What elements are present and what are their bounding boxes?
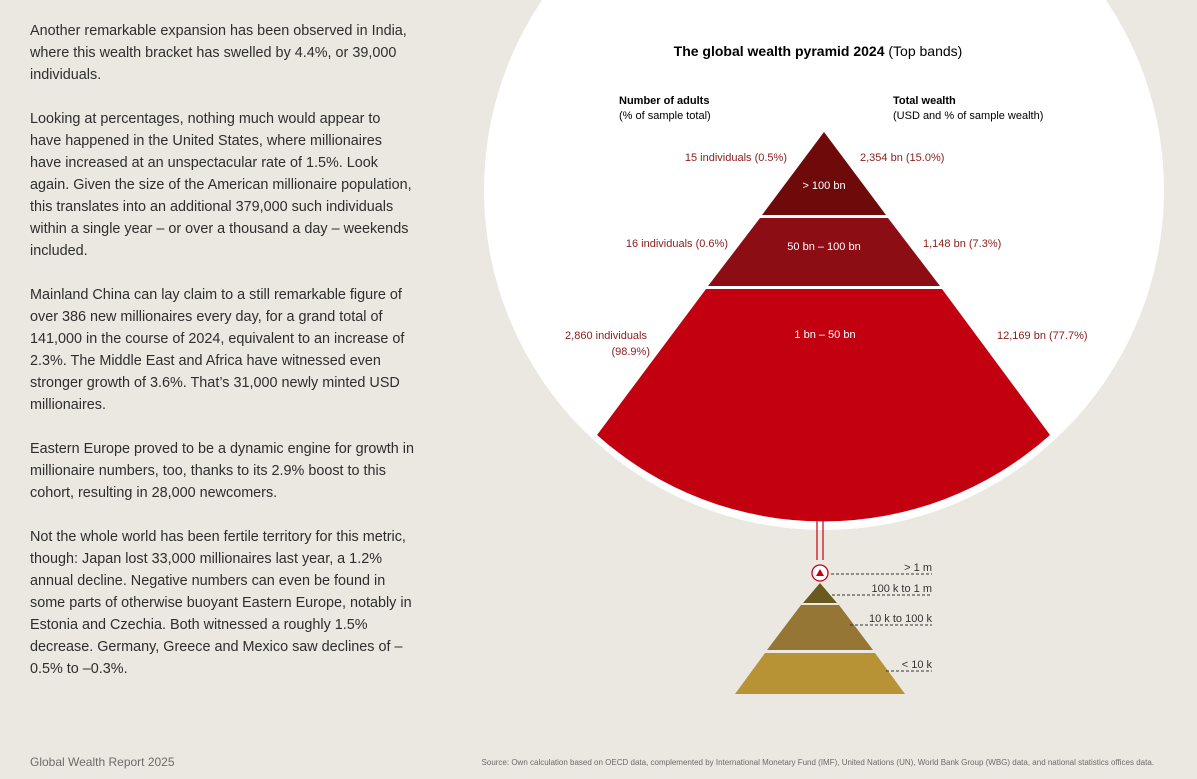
band-50-100bn [708,218,940,286]
adults-1-50bn-line1: 2,860 individuals [565,330,647,342]
base-pyramid [735,564,905,694]
base-pyramid-leaders [831,573,932,672]
chart-subtitle: (Top bands) [888,43,962,59]
up-arrow-icon [805,481,835,560]
adults-50-100bn: 16 individuals (0.6%) [626,238,728,250]
level-100k-1m [803,583,837,603]
wealth-50-100bn: 1,148 bn (7.3%) [923,238,1001,250]
level-label-100k-1m: 100 k to 1 m [871,583,932,595]
footer-source: Source: Own calculation based on OECD da… [481,758,1154,767]
level-label-10k-100k: 10 k to 100 k [869,613,932,625]
paragraph-china: Mainland China can lay claim to a still … [30,287,405,413]
top-marker-triangle-icon [816,569,824,576]
level-label-over-1m: > 1 m [904,562,932,574]
chart-title: The global wealth pyramid 2024 [674,43,885,59]
level-10k-100k [767,605,873,650]
adults-over-100bn: 15 individuals (0.5%) [685,152,787,164]
level-label-under-10k: < 10 k [902,659,933,671]
paragraph-eastern-europe: Eastern Europe proved to be a dynamic en… [30,441,414,501]
footer-report-title: Global Wealth Report 2025 [30,755,175,769]
adults-1-50bn-line2: (98.9%) [611,346,650,358]
wealth-over-100bn: 2,354 bn (15.0%) [860,152,944,164]
paragraph-india: Another remarkable expansion has been ob… [30,23,407,83]
chart-title-group: The global wealth pyramid 2024 (Top band… [674,43,963,59]
band-1-50bn [597,289,1050,522]
band-label-50-100bn: 50 bn – 100 bn [787,241,860,253]
level-under-10k [735,653,905,694]
band-label-1-50bn: 1 bn – 50 bn [794,329,855,341]
wealth-1-50bn: 12,169 bn (77.7%) [997,330,1088,342]
band-over-100bn [762,132,886,215]
left-header: Number of adults [619,95,709,107]
article-text: Another remarkable expansion has been ob… [30,20,415,702]
band-label-over-100bn: > 100 bn [802,180,845,192]
right-header: Total wealth [893,95,956,107]
right-subheader: (USD and % of sample wealth) [893,110,1043,122]
paragraph-united-states: Looking at percentages, nothing much wou… [30,111,412,259]
paragraph-declines: Not the whole world has been fertile ter… [30,529,412,677]
left-subheader: (% of sample total) [619,110,711,122]
